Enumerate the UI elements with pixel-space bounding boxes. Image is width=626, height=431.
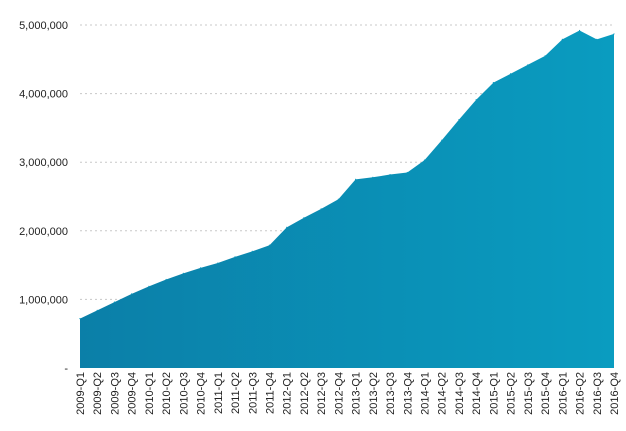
data-point	[148, 285, 150, 287]
x-tick-label: 2015-Q4	[540, 372, 552, 415]
data-point	[320, 208, 322, 210]
y-tick-label: 1,000,000	[19, 294, 68, 306]
x-tick-label: 2009-Q4	[127, 372, 139, 415]
x-tick-label: 2012-Q2	[299, 372, 311, 415]
data-point	[492, 82, 495, 84]
data-point	[251, 250, 253, 252]
y-axis: - 1,000,000 2,000,000 3,000,000 4,000,000 5,0…	[19, 20, 68, 375]
data-point	[596, 38, 598, 41]
x-tick-label: 2010-Q4	[196, 372, 208, 415]
x-tick-label: 2011-Q1	[213, 372, 225, 414]
x-tick-label: 2010-Q3	[178, 372, 190, 415]
data-point	[286, 226, 288, 228]
area-fill	[80, 30, 614, 369]
data-point	[561, 38, 563, 41]
data-point	[475, 99, 477, 101]
data-point	[441, 139, 443, 141]
x-tick-label: 2012-Q1	[282, 372, 294, 415]
x-axis: 2009-Q1 2009-Q2 2009-Q3 2009-Q4 2010-Q1 2010-…	[75, 372, 621, 415]
x-tick-label: 2009-Q3	[109, 372, 121, 415]
data-point	[544, 55, 546, 57]
data-point	[510, 73, 512, 75]
x-tick-label: 2009-Q1	[75, 372, 87, 415]
data-point	[217, 262, 219, 264]
data-point	[613, 33, 615, 35]
data-point	[303, 217, 305, 219]
x-tick-label: 2016-Q4	[609, 372, 621, 415]
x-tick-label: 2016-Q1	[557, 372, 569, 415]
y-tick-label: 4,000,000	[19, 89, 68, 101]
x-tick-label: 2012-Q3	[316, 372, 328, 415]
data-point	[165, 278, 167, 281]
x-tick-label: 2013-Q4	[402, 372, 414, 415]
x-tick-label: 2014-Q2	[437, 372, 449, 415]
data-point	[113, 301, 116, 303]
data-point	[182, 272, 184, 274]
x-tick-label: 2013-Q1	[351, 372, 363, 415]
data-point	[423, 159, 426, 161]
x-tick-label: 2015-Q2	[506, 372, 518, 415]
y-tick-label: 2,000,000	[19, 226, 68, 238]
x-tick-label: 2010-Q1	[144, 372, 156, 415]
data-point	[96, 309, 98, 311]
x-tick-label: 2013-Q3	[385, 372, 397, 415]
x-tick-label: 2015-Q1	[488, 372, 500, 415]
x-tick-label: 2016-Q2	[575, 372, 587, 415]
x-tick-label: 2010-Q2	[161, 372, 173, 415]
data-point	[131, 293, 133, 295]
data-point	[234, 256, 236, 258]
x-tick-label: 2013-Q2	[368, 372, 380, 415]
data-point	[389, 173, 391, 176]
data-point	[458, 119, 460, 121]
data-point	[79, 318, 81, 320]
y-tick-label: -	[64, 363, 68, 375]
data-point	[372, 176, 374, 178]
x-tick-label: 2011-Q4	[264, 372, 276, 414]
data-point	[199, 267, 202, 269]
x-tick-label: 2014-Q3	[454, 372, 466, 415]
x-tick-label: 2009-Q2	[92, 372, 104, 415]
data-point	[355, 178, 357, 180]
y-tick-label: 3,000,000	[19, 157, 68, 169]
data-point	[578, 29, 581, 32]
x-tick-label: 2015-Q3	[523, 372, 535, 415]
x-tick-label: 2014-Q4	[471, 372, 483, 415]
x-tick-label: 2011-Q3	[247, 372, 259, 414]
x-tick-label: 2014-Q1	[420, 372, 432, 415]
x-tick-label: 2016-Q3	[592, 372, 604, 415]
data-point	[406, 171, 408, 174]
x-tick-label: 2011-Q2	[230, 372, 242, 414]
area-series	[79, 29, 615, 369]
data-point	[337, 198, 339, 200]
data-point	[527, 64, 529, 66]
x-tick-label: 2012-Q4	[333, 372, 345, 415]
data-point	[268, 244, 271, 246]
y-tick-label: 5,000,000	[19, 20, 68, 32]
